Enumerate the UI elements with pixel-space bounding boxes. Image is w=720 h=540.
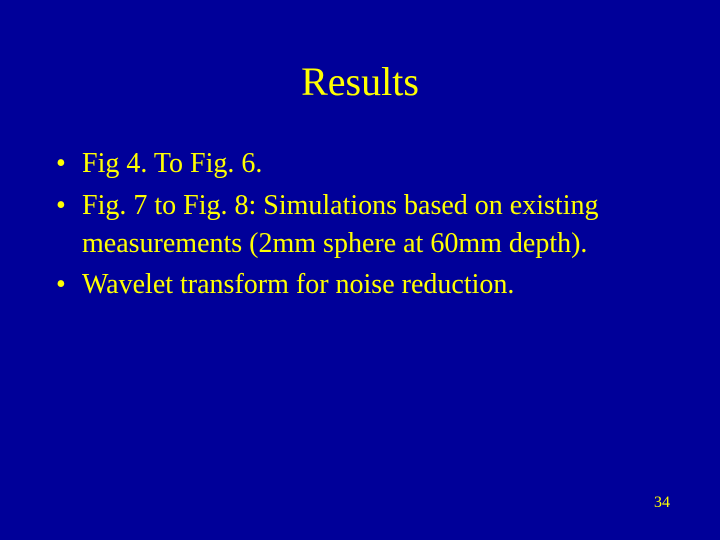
bullet-item: Wavelet transform for noise reduction. bbox=[50, 266, 660, 304]
bullet-item: Fig 4. To Fig. 6. bbox=[50, 145, 660, 183]
bullet-list: Fig 4. To Fig. 6. Fig. 7 to Fig. 8: Simu… bbox=[50, 145, 660, 304]
page-number: 34 bbox=[654, 494, 670, 512]
bullet-item: Fig. 7 to Fig. 8: Simulations based on e… bbox=[50, 187, 660, 263]
slide-content: Fig 4. To Fig. 6. Fig. 7 to Fig. 8: Simu… bbox=[0, 145, 720, 304]
slide-title: Results bbox=[0, 0, 720, 145]
